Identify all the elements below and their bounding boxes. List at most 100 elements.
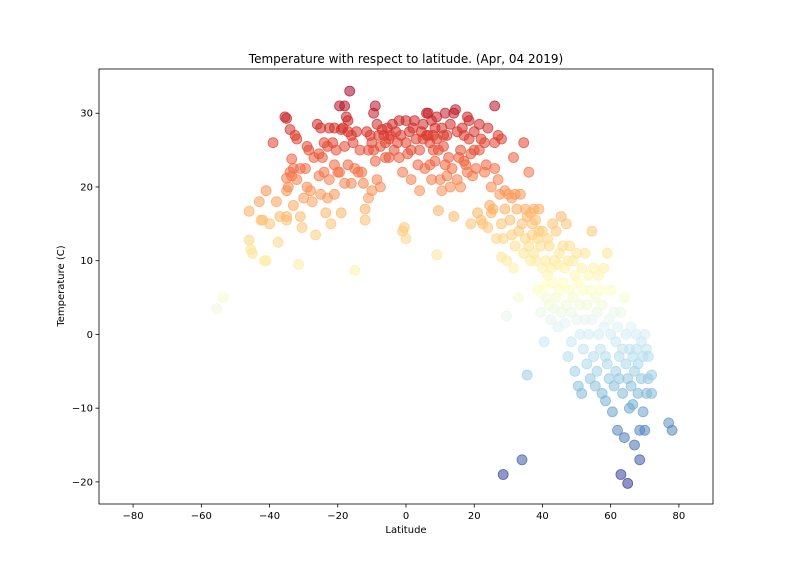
data-point (514, 188, 526, 200)
data-point (482, 222, 494, 233)
data-point (325, 218, 337, 230)
x-tick-label: 80 (673, 511, 686, 522)
data-point (479, 137, 490, 149)
data-point (369, 155, 381, 167)
data-point (286, 153, 298, 165)
data-point (634, 454, 646, 466)
data-point (306, 196, 318, 208)
data-point (455, 181, 467, 193)
data-point (612, 321, 623, 333)
data-point (431, 249, 443, 261)
data-point (400, 233, 412, 245)
data-point (523, 166, 535, 178)
data-point (294, 211, 306, 222)
data-point (601, 358, 613, 370)
data-point (316, 152, 328, 163)
data-point (576, 262, 588, 274)
data-point (543, 240, 555, 252)
data-point (518, 137, 530, 149)
data-point (560, 299, 572, 311)
x-axis: −80 −60 −40 −20 0 20 40 60 80 (123, 504, 686, 522)
data-point (450, 104, 461, 115)
data-point (593, 269, 605, 281)
data-point (446, 163, 458, 174)
data-point (589, 292, 601, 304)
data-point (625, 380, 637, 392)
data-point (432, 205, 444, 217)
data-point (374, 181, 386, 193)
data-point (320, 207, 332, 219)
data-point (455, 144, 467, 156)
data-point (618, 292, 630, 304)
data-point (405, 174, 417, 186)
data-point (299, 163, 311, 174)
data-point (344, 85, 356, 97)
data-point (349, 264, 361, 276)
data-point (593, 328, 605, 340)
data-point (572, 277, 584, 289)
data-point (448, 211, 460, 222)
data-point (444, 118, 456, 130)
data-point (603, 314, 615, 326)
data-point (632, 358, 644, 370)
data-point (508, 262, 519, 274)
data-point (567, 292, 579, 304)
data-point (591, 365, 603, 377)
data-point (351, 126, 362, 138)
data-point (666, 424, 678, 436)
y-tick-label: 0 (87, 330, 93, 341)
data-point (485, 181, 497, 193)
data-point (589, 380, 601, 392)
data-point (637, 406, 649, 418)
x-tick-label: −60 (191, 511, 212, 522)
data-point (615, 306, 627, 318)
data-point (595, 284, 606, 296)
data-point (598, 321, 610, 333)
x-tick-label: −80 (123, 511, 144, 522)
data-point (463, 115, 475, 126)
data-point (601, 247, 613, 259)
data-point (359, 203, 371, 215)
data-point (564, 240, 576, 252)
data-point (357, 177, 369, 189)
data-point (492, 174, 504, 186)
data-point (591, 306, 603, 318)
data-point (620, 358, 632, 370)
data-point (566, 306, 577, 318)
x-tick-label: −20 (327, 511, 348, 522)
x-tick-label: −40 (259, 511, 280, 522)
data-point (516, 454, 528, 466)
data-point (557, 277, 569, 289)
data-point (523, 240, 535, 252)
data-point (287, 199, 299, 211)
data-point (339, 100, 351, 112)
data-point (465, 218, 477, 230)
x-tick-label: 60 (604, 511, 617, 522)
data-point (605, 284, 617, 296)
data-point (537, 225, 548, 237)
data-point (211, 303, 223, 315)
data-point (639, 424, 651, 436)
data-point (612, 424, 623, 436)
data-point (562, 351, 574, 362)
data-point (550, 225, 562, 237)
data-point (501, 310, 513, 322)
y-tick-label: 30 (80, 109, 93, 120)
data-point (504, 214, 516, 226)
chart-title: Temperature with respect to latitude. (A… (248, 52, 563, 66)
data-point (535, 306, 547, 318)
data-point (345, 177, 357, 189)
data-point (608, 380, 620, 392)
x-tick-label: 40 (536, 511, 549, 522)
data-point (291, 133, 303, 145)
data-point (600, 395, 611, 407)
data-point (397, 166, 409, 178)
points-layer (211, 85, 678, 489)
data-point (610, 336, 622, 348)
data-point (545, 314, 557, 326)
data-point (566, 336, 577, 348)
data-point (618, 432, 630, 444)
data-point (576, 387, 588, 399)
